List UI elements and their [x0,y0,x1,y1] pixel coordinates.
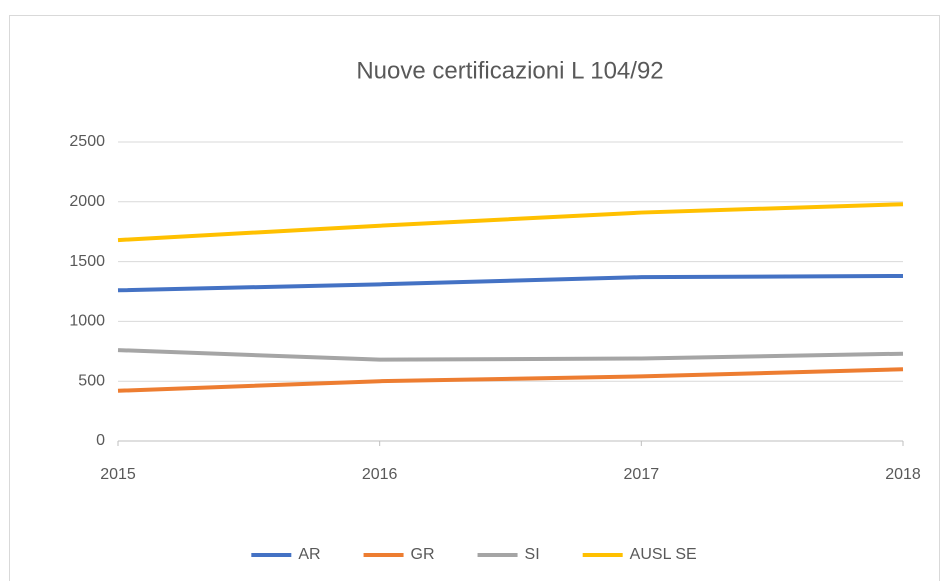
legend-label: GR [411,546,435,563]
series-line [117,273,904,293]
x-tick-label: 2018 [885,466,921,483]
legend-label: SI [525,546,540,563]
chart-title: Nuove certificazioni L 104/92 [356,57,663,84]
chart-border [9,15,940,581]
series-line [117,348,904,362]
x-tick-label: 2016 [362,466,398,483]
x-tick-label: 2017 [624,466,660,483]
legend-label: AR [298,546,320,563]
y-tick-label: 0 [96,432,105,449]
legend-label: AUSL SE [630,546,697,563]
y-tick-label: 500 [78,372,105,389]
series-line [117,367,904,393]
series-line [117,202,904,243]
y-tick-label: 2500 [69,133,105,150]
y-tick-label: 2000 [69,193,105,210]
y-tick-label: 1000 [69,313,105,330]
x-tick-label: 2015 [100,466,136,483]
y-tick-label: 1500 [69,253,105,270]
